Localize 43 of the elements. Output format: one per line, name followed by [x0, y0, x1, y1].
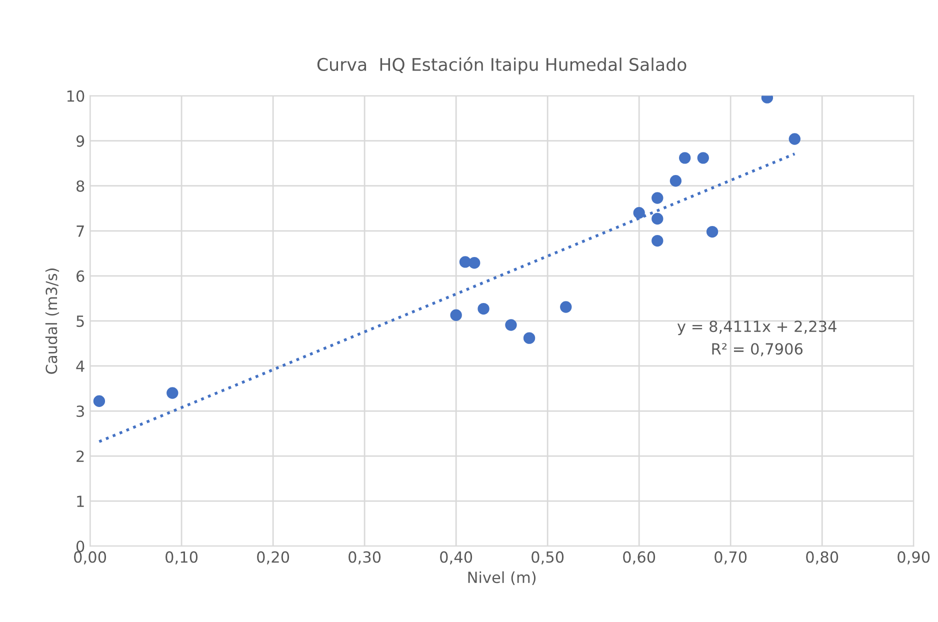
- point: [652, 192, 664, 204]
- point: [652, 212, 664, 225]
- y-tick-label: 6: [76, 270, 84, 282]
- y-tick-label: 4: [76, 360, 84, 372]
- point: [450, 309, 462, 321]
- x-tick-label: 0,50: [532, 551, 564, 564]
- point: [523, 332, 536, 344]
- y-axis-title: Caudal (m3/s): [45, 268, 60, 374]
- point: [505, 319, 517, 331]
- chart-title: Curva HQ Estación Itaipu Humedal Salado: [317, 56, 686, 74]
- x-tick-label: 0,70: [714, 551, 747, 564]
- x-tick-label: 0,60: [623, 551, 656, 564]
- y-tick-label: 1: [77, 496, 84, 507]
- point: [670, 175, 682, 187]
- annotation: y = 8,4111x + 2,234: [677, 320, 836, 336]
- point: [93, 395, 106, 407]
- point: [468, 257, 480, 269]
- x-tick-label: 0,30: [348, 551, 381, 564]
- x-tick-label: 0,00: [74, 551, 106, 564]
- point: [166, 387, 178, 399]
- x-tick-label: 0,40: [440, 551, 472, 564]
- annotation: R² = 0,7906: [712, 343, 803, 356]
- x-tick-label: 0,20: [257, 551, 290, 564]
- point: [652, 234, 664, 247]
- point: [560, 301, 572, 313]
- point: [633, 207, 645, 219]
- x-tick-label: 0,10: [166, 551, 198, 564]
- y-tick-label: 7: [76, 226, 84, 237]
- y-tick-label: 9: [76, 135, 84, 147]
- point: [706, 226, 718, 238]
- y-tick-label: 10: [67, 90, 84, 102]
- y-tick-label: 0: [76, 540, 84, 552]
- y-tick-label: 2: [76, 450, 84, 462]
- point: [788, 133, 800, 145]
- point: [697, 152, 709, 164]
- x-tick-label: 0,80: [806, 551, 838, 564]
- x-axis-title: Nivel (m): [468, 571, 536, 585]
- x-tick-label: 0,90: [898, 551, 930, 564]
- point: [679, 152, 691, 164]
- y-tick-label: 8: [76, 180, 84, 192]
- y-tick-label: 3: [76, 405, 84, 418]
- y-tick-label: 5: [76, 316, 84, 327]
- point: [478, 302, 490, 315]
